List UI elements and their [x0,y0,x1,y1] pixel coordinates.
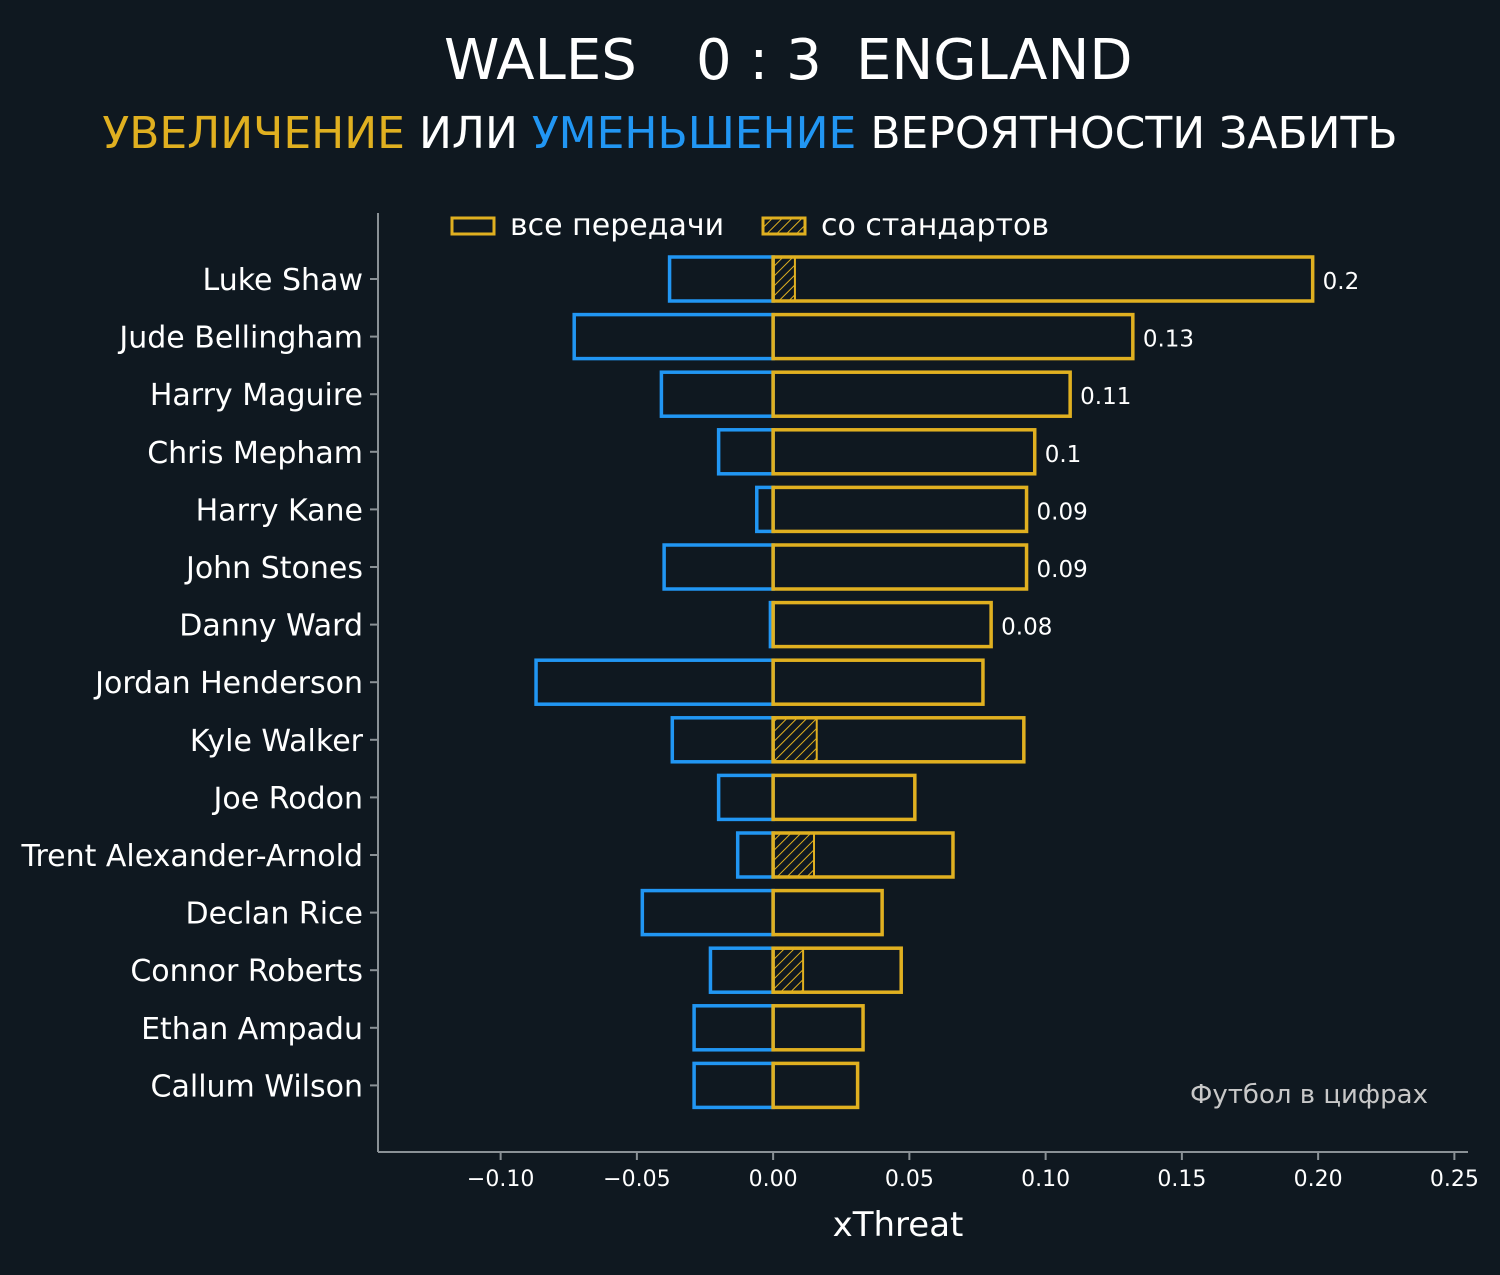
bar-negative [670,716,775,764]
bar-positive [771,543,1029,591]
player-name-label: Ethan Ampadu [141,1012,363,1047]
x-tick-label: 0.20 [1294,1167,1343,1192]
bars-group: 0.2 0.13 0.11 0.1 0.09 0.09 0.08 [534,255,1360,1110]
x-tick-label: 0.00 [749,1167,798,1192]
bar-negative [735,831,775,879]
bar-value-label: 0.09 [1037,499,1088,525]
x-tick-label: −0.10 [467,1167,534,1192]
player-name-label: Trent Alexander-Arnold [21,839,363,874]
bar-negative [692,1004,775,1052]
bar-negative [659,370,775,418]
bar-positive [771,773,917,822]
x-axis-title: xThreat [833,1205,964,1245]
chart-title: WALES 0 : 3 ENGLAND [0,28,1500,98]
bar-positive [771,485,1029,534]
bar-set-piece [772,832,815,878]
bar-negative [716,428,775,476]
bar-negative [716,773,775,822]
bar-positive [771,716,1026,764]
bar-positive [771,428,1037,476]
bar-positive [771,312,1135,361]
bar-value-label: 0.1 [1045,442,1082,468]
player-name-label: Jordan Henderson [93,666,363,701]
player-name-label: Callum Wilson [151,1069,363,1104]
bar-positive [771,1061,860,1110]
bar-positive [771,946,903,994]
bar-positive [771,658,985,706]
subtitle-decrease: УМЕНЬШЕНИЕ [531,108,857,159]
player-name-label: Declan Rice [186,897,363,932]
legend-swatch-all-passes [450,216,496,236]
bar-set-piece [772,947,805,994]
player-name-label: Joe Rodon [212,781,363,816]
legend-label-all-passes: все передачи [510,208,724,243]
bar-negative [708,946,775,994]
player-name-label: Luke Shaw [203,263,363,298]
player-name-label: John Stones [184,551,363,586]
bar-set-piece [772,716,818,763]
bar-negative [755,485,775,534]
bar-positive [771,1004,865,1052]
bar-positive [771,888,884,937]
home-team-name: WALES [444,28,637,93]
player-name-label: Harry Kane [196,493,363,528]
bar-negative [692,1061,775,1110]
x-tick-label: −0.05 [603,1167,670,1192]
bar-negative [667,255,775,303]
bar-positive [771,255,1315,303]
x-tick-label: 0.05 [885,1167,934,1192]
bar-negative [534,658,775,706]
bar-positive [771,831,955,879]
chart-axes: −0.10 −0.05 0.00 0.05 0.10 0.15 0.20 0.25 xThrea… [21,213,1479,1245]
away-team-name: ENGLAND [856,28,1133,93]
bar-positive [771,600,993,649]
chart-legend: все передачи со стандартов [450,208,1049,243]
bar-positive [771,370,1072,418]
bar-negative [572,312,775,361]
legend-swatch-set-pieces [761,216,807,236]
x-tick-label: 0.15 [1157,1167,1206,1192]
player-name-label: Chris Mepham [147,436,363,471]
bar-value-label: 0.11 [1080,384,1131,410]
bar-negative [640,888,775,937]
player-name-label: Harry Maguire [150,378,363,413]
subtitle-rest: ВЕРОЯТНОСТИ ЗАБИТЬ [856,108,1398,159]
player-name-label: Jude Bellingham [117,321,363,356]
legend-label-set-pieces: со стандартов [821,208,1049,243]
bar-value-label: 0.09 [1037,557,1088,583]
match-score: 0 : 3 [696,28,822,93]
player-name-label: Connor Roberts [130,954,363,989]
bar-negative [662,543,775,591]
player-name-label: Danny Ward [179,609,363,644]
subtitle-or: ИЛИ [404,108,532,159]
bar-value-label: 0.13 [1143,327,1194,353]
chart-subtitle: УВЕЛИЧЕНИЕ ИЛИ УМЕНЬШЕНИЕ ВЕРОЯТНОСТИ ЗА… [0,108,1500,159]
subtitle-increase: УВЕЛИЧЕНИЕ [102,108,405,159]
bar-value-label: 0.2 [1323,269,1360,295]
x-tick-label: 0.25 [1430,1167,1479,1192]
bar-set-piece [772,256,796,302]
source-credit: Футбол в цифрах [1190,1080,1428,1110]
player-name-label: Kyle Walker [190,724,364,759]
x-tick-label: 0.10 [1021,1167,1070,1192]
bar-value-label: 0.08 [1001,615,1052,641]
